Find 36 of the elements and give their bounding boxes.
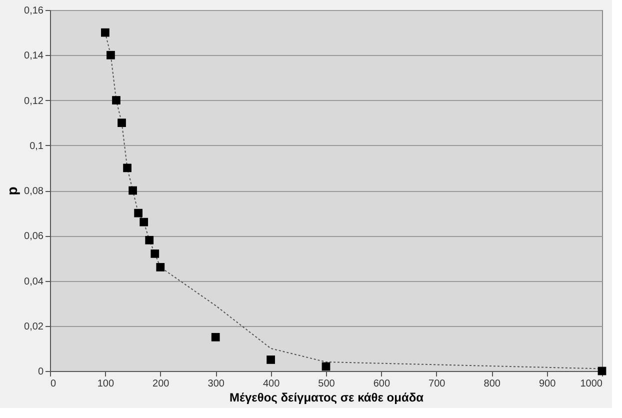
x-tick-label: 800 xyxy=(484,378,501,390)
point xyxy=(140,218,148,226)
x-tick-label: 200 xyxy=(152,378,170,390)
point xyxy=(118,118,126,127)
x-tick-label: 300 xyxy=(208,378,225,390)
y-axis-title: p xyxy=(4,186,20,196)
point xyxy=(322,362,330,371)
point xyxy=(128,186,137,195)
x-tick-label: 100 xyxy=(97,378,114,390)
y-tick-label: 0,08 xyxy=(24,186,44,197)
y-tick-label: 0,12 xyxy=(24,96,44,107)
x-tick-label: 500 xyxy=(318,378,336,390)
y-tick-label: 0 xyxy=(38,366,44,378)
point xyxy=(123,164,132,172)
point xyxy=(150,249,160,258)
y-tick-label: 0,04 xyxy=(24,276,44,288)
x-tick-label: 600 xyxy=(373,378,390,390)
point xyxy=(134,208,143,218)
point xyxy=(106,50,115,60)
x-tick-label: 900 xyxy=(538,378,556,390)
y-tick-label: 0,1 xyxy=(30,140,44,152)
y-tick-label: 0,16 xyxy=(24,6,44,16)
x-tick-label: 0 xyxy=(50,378,56,390)
y-tick-label: 0,02 xyxy=(24,321,44,332)
point xyxy=(266,356,275,364)
point xyxy=(211,332,220,342)
y-tick-label: 0,14 xyxy=(24,50,44,62)
x-axis-title: Μέγεθος δείγματος σε κάθε ομάδα xyxy=(230,390,424,404)
point xyxy=(101,28,110,37)
x-tick-label: 1000 xyxy=(580,378,603,390)
x-tick-label: 400 xyxy=(262,378,280,390)
y-tick-label: 0,06 xyxy=(24,231,44,242)
point xyxy=(156,263,165,272)
x-tick-label: 700 xyxy=(428,378,446,390)
point xyxy=(145,236,154,244)
point xyxy=(112,96,120,104)
